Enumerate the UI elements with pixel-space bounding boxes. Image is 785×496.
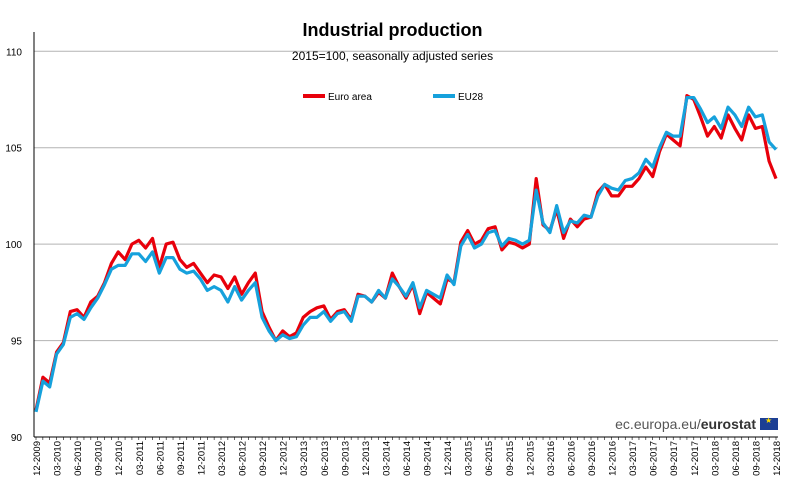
x-tick-label: 12-2010 — [114, 441, 125, 476]
x-tick-label: 03-2012 — [217, 441, 228, 476]
x-tick-label: 12-2009 — [32, 441, 43, 476]
x-tick-label: 03-2016 — [546, 441, 557, 476]
x-tick-label: 03-2013 — [299, 441, 310, 476]
x-tick-label: 12-2012 — [279, 441, 290, 476]
watermark-prefix: ec.europa.eu/ — [615, 416, 701, 432]
x-tick-label: 06-2017 — [649, 441, 660, 476]
eurostat-watermark: ec.europa.eu/eurostat — [615, 416, 778, 432]
x-tick-label: 03-2015 — [464, 441, 475, 476]
x-tick-label: 09-2010 — [94, 441, 105, 476]
chart-subtitle: 2015=100, seasonally adjusted series — [291, 49, 494, 63]
y-tick-label: 90 — [11, 433, 23, 444]
y-tick-label: 105 — [5, 144, 22, 155]
x-tick-label: 12-2016 — [608, 441, 619, 476]
x-tick-label: 06-2013 — [320, 441, 331, 476]
x-tick-label: 12-2011 — [196, 441, 207, 475]
x-tick-label: 12-2014 — [443, 441, 454, 476]
x-tick-label: 09-2015 — [505, 441, 516, 476]
x-tick-label: 06-2016 — [566, 441, 577, 476]
x-tick-label: 12-2013 — [361, 441, 372, 476]
x-tick-label: 12-2018 — [772, 441, 783, 476]
x-tick-label: 09-2012 — [258, 441, 269, 476]
eu-flag-icon — [760, 416, 778, 430]
x-tick-label: 12-2017 — [690, 441, 701, 476]
x-tick-label: 09-2016 — [587, 441, 598, 476]
x-tick-label: 12-2015 — [525, 441, 536, 476]
x-tick-label: 03-2010 — [53, 441, 64, 476]
x-tick-label: 06-2014 — [402, 441, 413, 476]
x-tick-label: 09-2011 — [176, 441, 187, 475]
y-tick-label: 100 — [5, 240, 22, 251]
x-tick-label: 06-2012 — [238, 441, 249, 476]
series-line-eu28 — [34, 95, 778, 413]
x-tick-label: 09-2017 — [669, 441, 680, 476]
x-tick-label: 03-2014 — [381, 441, 392, 476]
x-tick-label: 06-2015 — [484, 441, 495, 476]
legend-label: Euro area — [328, 92, 372, 103]
x-tick-label: 09-2014 — [423, 441, 434, 476]
x-tick-label: 09-2013 — [340, 441, 351, 476]
legend-label: EU28 — [458, 92, 483, 103]
x-tick-label: 06-2011 — [155, 441, 166, 475]
y-tick-label: 95 — [11, 337, 23, 348]
series-line-euro-area — [34, 93, 778, 411]
x-tick-label: 03-2018 — [710, 441, 721, 476]
chart-title: Industrial production — [302, 20, 483, 40]
x-tick-label: 06-2018 — [731, 441, 742, 476]
x-tick-label: 06-2010 — [73, 441, 84, 476]
y-tick-label: 110 — [6, 47, 22, 58]
x-tick-label: 03-2017 — [628, 441, 639, 476]
x-tick-label: 03-2011 — [135, 441, 146, 475]
x-tick-label: 09-2018 — [751, 441, 762, 476]
watermark-brand: eurostat — [700, 416, 756, 432]
